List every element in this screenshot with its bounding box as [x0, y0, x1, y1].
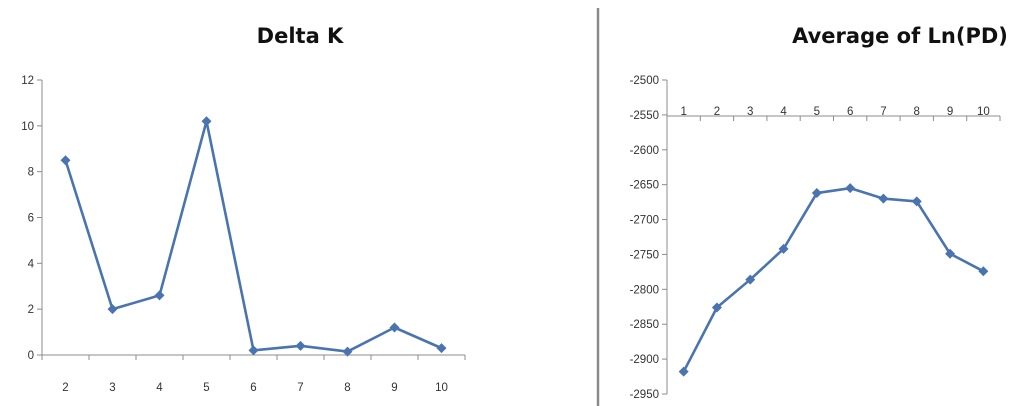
ln-pd-x-tick-label: 9	[947, 106, 953, 118]
delta-k-x-tick-label: 4	[156, 382, 163, 394]
delta-k-data-point	[107, 304, 118, 315]
ln-pd-series	[678, 183, 989, 377]
delta-k-x-tick-label: 2	[62, 382, 68, 394]
ln-pd-y-tick-label: -2500	[630, 75, 659, 87]
delta-k-y-tick-label: 6	[28, 213, 34, 225]
ln-pd-data-point	[745, 274, 756, 285]
ln-pd-x-tick-label: 2	[714, 106, 720, 118]
ln-pd-data-point	[845, 183, 856, 194]
delta-k-series-line	[64, 119, 443, 353]
delta-k-data-point	[60, 155, 71, 166]
ln-pd-data-point	[878, 193, 889, 204]
ln-pd-x-tick-label: 10	[977, 106, 990, 118]
delta-k-x-tick-label: 6	[250, 382, 256, 394]
delta-k-series	[60, 116, 447, 357]
ln-pd-x-tick-label: 4	[780, 106, 787, 118]
ln-pd-x-tick-label: 6	[847, 106, 853, 118]
ln-pd-y-tick-labels: -2500 -2550 -2600 -2650 -2700 -2750 -2800 -2850…	[630, 75, 659, 401]
ln-pd-y-tick-label: -2850	[630, 319, 659, 331]
delta-k-data-point	[295, 340, 306, 351]
ln-pd-chart: Average of Ln(PD) -2500-2550-2600-2650-2…	[630, 24, 1008, 401]
ln-pd-y-tick-label: -2950	[630, 389, 659, 401]
ln-pd-y-tick-label: -2600	[630, 145, 659, 157]
ln-pd-y-tick-label: -2650	[630, 180, 659, 192]
ln-pd-series-line	[682, 186, 984, 373]
delta-k-data-point	[248, 345, 259, 356]
delta-k-y-tick-label: 10	[21, 121, 34, 133]
delta-k-x-tick-label: 8	[344, 382, 350, 394]
ln-pd-x-tick-label: 5	[814, 106, 820, 118]
ln-pd-data-point	[811, 188, 822, 199]
ln-pd-data-point	[978, 266, 989, 277]
ln-pd-x-tick-label: 8	[914, 106, 920, 118]
delta-k-y-tick-label: 0	[28, 350, 34, 362]
ln-pd-y-tick-label: -2550	[630, 110, 659, 122]
delta-k-data-point	[436, 343, 447, 354]
delta-k-y-tick-label: 2	[28, 304, 34, 316]
delta-k-axes	[37, 79, 466, 360]
delta-k-y-tick-labels: 0 2 4 6 8 10 12	[21, 75, 34, 362]
delta-k-title: Delta K	[257, 24, 344, 48]
delta-k-data-point	[389, 322, 400, 333]
ln-pd-x-tick-label: 1	[680, 106, 686, 118]
delta-k-y-tick-label: 4	[28, 258, 35, 270]
ln-pd-title: Average of Ln(PD)	[792, 24, 1008, 48]
ln-pd-x-tick-label: 7	[880, 106, 886, 118]
ln-pd-data-point	[911, 196, 922, 207]
delta-k-chart: Delta K 0 2 4 6 8 10 12 2 3 4 5 6 7 8 9 10	[21, 24, 466, 394]
ln-pd-data-point	[711, 302, 722, 313]
delta-k-y-tick-label: 12	[21, 75, 34, 87]
ln-pd-y-tick-label: -2800	[630, 284, 659, 296]
ln-pd-y-tick-label: -2700	[630, 215, 659, 227]
ln-pd-data-point	[945, 248, 956, 259]
delta-k-x-tick-label: 5	[203, 382, 209, 394]
delta-k-data-point	[154, 290, 165, 301]
ln-pd-data-point	[778, 243, 789, 254]
ln-pd-axes	[662, 79, 1001, 395]
ln-pd-x-tick-label: 3	[747, 106, 753, 118]
delta-k-x-tick-label: 10	[435, 382, 448, 394]
ln-pd-data-point	[678, 366, 689, 377]
delta-k-x-tick-label: 3	[109, 382, 115, 394]
delta-k-x-tick-label: 7	[297, 382, 303, 394]
delta-k-x-tick-label: 9	[391, 382, 397, 394]
delta-k-data-point	[201, 116, 212, 127]
delta-k-x-tick-labels: 2 3 4 5 6 7 8 9 10	[62, 382, 448, 394]
ln-pd-x-tick-labels: 1 2 3 4 5 6 7 8 9 10	[680, 106, 989, 118]
delta-k-data-point	[342, 346, 353, 357]
ln-pd-y-tick-label: -2900	[630, 354, 659, 366]
delta-k-y-tick-label: 8	[28, 167, 34, 179]
ln-pd-y-tick-label: -2750	[630, 249, 659, 261]
